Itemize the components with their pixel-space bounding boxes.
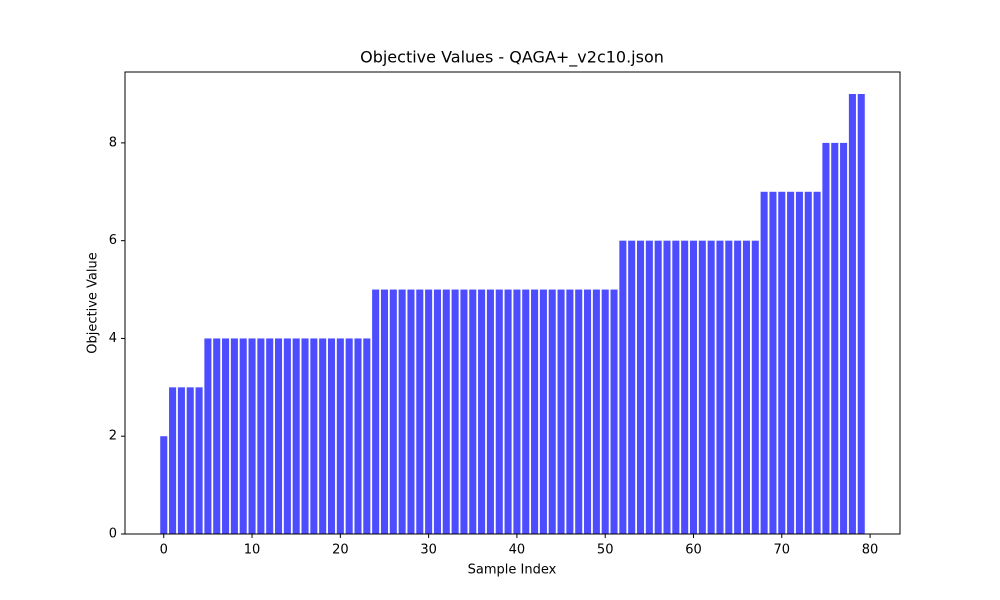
bar bbox=[345, 338, 353, 534]
y-tick-label: 0 bbox=[109, 527, 117, 542]
bar bbox=[645, 240, 653, 534]
bar bbox=[451, 289, 459, 534]
bar bbox=[636, 240, 645, 534]
x-tick-label: 80 bbox=[862, 543, 879, 558]
bar bbox=[442, 289, 450, 534]
bar bbox=[248, 338, 256, 534]
bar bbox=[327, 338, 336, 534]
bar bbox=[433, 289, 441, 534]
bar bbox=[539, 289, 547, 534]
bar bbox=[742, 240, 750, 534]
bar bbox=[204, 338, 212, 534]
bar bbox=[469, 289, 477, 534]
axes-frame bbox=[124, 71, 901, 535]
bar bbox=[831, 142, 839, 534]
bar bbox=[769, 191, 777, 534]
bar bbox=[380, 289, 389, 534]
bar bbox=[557, 289, 565, 534]
bar bbox=[813, 191, 821, 534]
y-tick-label: 6 bbox=[109, 233, 117, 248]
bar bbox=[354, 338, 362, 534]
bar bbox=[804, 191, 812, 534]
bar bbox=[654, 240, 662, 534]
bar bbox=[239, 338, 247, 534]
bar bbox=[575, 289, 583, 534]
x-tick-label: 50 bbox=[597, 543, 614, 558]
bar bbox=[195, 387, 203, 534]
bar bbox=[213, 338, 221, 534]
bar bbox=[628, 240, 636, 534]
bar bbox=[725, 240, 733, 534]
bar bbox=[389, 289, 397, 534]
bar bbox=[734, 240, 742, 534]
bar bbox=[531, 289, 539, 534]
bar bbox=[592, 289, 600, 534]
y-tick-label: 2 bbox=[109, 429, 117, 444]
bar bbox=[778, 191, 786, 534]
bar bbox=[363, 338, 371, 534]
y-tick-label: 8 bbox=[109, 135, 117, 150]
bar bbox=[848, 94, 856, 534]
bar bbox=[707, 240, 715, 534]
y-axis-label: Objective Value bbox=[86, 252, 101, 353]
bar bbox=[310, 338, 318, 534]
chart-title: Objective Values - QAGA+_v2c10.json bbox=[360, 48, 664, 68]
bar bbox=[230, 338, 238, 534]
bar bbox=[548, 289, 556, 534]
bar bbox=[513, 289, 521, 534]
x-tick-label: 10 bbox=[244, 543, 261, 558]
bar bbox=[266, 338, 274, 534]
bar bbox=[689, 240, 698, 534]
bar bbox=[584, 289, 592, 534]
x-tick-label: 40 bbox=[509, 543, 526, 558]
bar bbox=[372, 289, 380, 534]
bar bbox=[857, 94, 865, 534]
bar bbox=[522, 289, 530, 534]
bar bbox=[169, 387, 177, 534]
bar bbox=[795, 191, 803, 534]
y-tick-label: 4 bbox=[109, 331, 117, 346]
bar bbox=[301, 338, 309, 534]
bar bbox=[672, 240, 680, 534]
bar bbox=[698, 240, 706, 534]
bar bbox=[787, 191, 795, 534]
bar bbox=[681, 240, 689, 534]
x-tick-label: 30 bbox=[420, 543, 437, 558]
bar bbox=[610, 289, 618, 534]
bar bbox=[619, 240, 627, 534]
x-tick-label: 20 bbox=[332, 543, 349, 558]
bar bbox=[751, 240, 759, 534]
bar bbox=[460, 289, 468, 534]
bar bbox=[716, 240, 724, 534]
bar bbox=[222, 338, 230, 534]
bar bbox=[292, 338, 300, 534]
bar bbox=[407, 289, 415, 534]
bar bbox=[478, 289, 486, 534]
bar bbox=[177, 387, 185, 534]
bar bbox=[840, 142, 848, 534]
bar bbox=[566, 289, 574, 534]
bar bbox=[186, 387, 194, 534]
bar bbox=[416, 289, 424, 534]
bar bbox=[495, 289, 503, 534]
bar bbox=[486, 289, 494, 534]
bar bbox=[822, 142, 830, 534]
x-tick-label: 0 bbox=[160, 543, 168, 558]
bar bbox=[601, 289, 609, 534]
bar bbox=[319, 338, 327, 534]
x-axis-label: Sample Index bbox=[468, 563, 557, 578]
bar bbox=[160, 436, 168, 534]
x-tick-label: 70 bbox=[774, 543, 791, 558]
bar bbox=[504, 289, 512, 534]
bar bbox=[275, 338, 283, 534]
bar bbox=[257, 338, 265, 534]
bar bbox=[425, 289, 433, 534]
bar bbox=[663, 240, 671, 534]
x-tick-label: 60 bbox=[685, 543, 702, 558]
bar bbox=[283, 338, 291, 534]
bar bbox=[398, 289, 406, 534]
bar bbox=[336, 338, 344, 534]
bar bbox=[760, 191, 768, 534]
